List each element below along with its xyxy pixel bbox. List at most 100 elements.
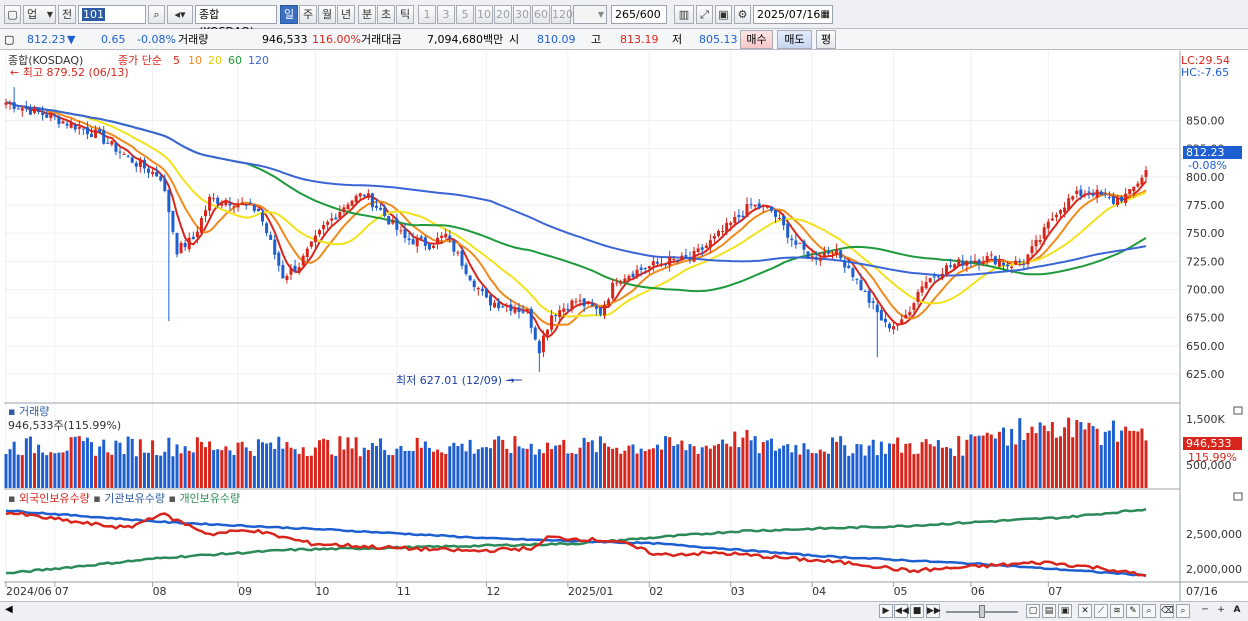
period-month[interactable]: 월: [318, 5, 336, 24]
split-icon[interactable]: ▤: [1042, 604, 1056, 618]
rewind-icon[interactable]: ◀◀: [894, 604, 909, 618]
volume-bar: [204, 447, 207, 488]
candle-body: [452, 240, 456, 252]
scroll-left-icon[interactable]: ◀: [5, 604, 13, 615]
high-value: 813.19: [620, 33, 659, 46]
candle-body: [733, 216, 737, 223]
plus-icon[interactable]: +: [1217, 605, 1225, 615]
candle-body: [427, 244, 431, 250]
checkbox-icon[interactable]: ▢: [4, 33, 15, 46]
zoom-slider-thumb[interactable]: [979, 605, 985, 618]
window-icon[interactable]: ▢: [4, 5, 21, 24]
candle-body: [749, 204, 753, 206]
candle-body: [765, 206, 769, 208]
search-icon[interactable]: ⌕: [148, 5, 165, 24]
candle-body: [114, 143, 118, 152]
volume-bar: [94, 455, 98, 488]
candle-body: [309, 241, 313, 247]
amount-value: 7,094,680백만: [427, 33, 504, 46]
volume-bar: [102, 439, 106, 488]
interval-custom-select[interactable]: ▼: [573, 5, 607, 24]
volume-bar: [497, 436, 501, 488]
volume-last-badge: [1183, 437, 1242, 450]
stop-icon[interactable]: ■: [910, 604, 924, 618]
save-icon[interactable]: ▣: [715, 5, 732, 24]
volume-bar: [1140, 428, 1144, 488]
volume-bar: [1022, 439, 1026, 488]
interval-5[interactable]: 5: [456, 5, 474, 24]
speaker-icon[interactable]: ◂▾: [167, 5, 193, 24]
candle-body: [961, 260, 965, 266]
chart-area[interactable]: 종합(KOSDAQ) 종가 단순 5 10 20 60 120 ← 최고 879…: [0, 51, 1248, 601]
interval-3[interactable]: 3: [437, 5, 455, 24]
eval-button[interactable]: 평: [816, 30, 836, 49]
search-icon[interactable]: ⌕: [1142, 604, 1156, 618]
volume-bar: [945, 447, 948, 488]
interval-20[interactable]: 20: [494, 5, 512, 24]
period-minute[interactable]: 분: [358, 5, 376, 24]
volume-bar: [517, 446, 521, 488]
candle-body: [248, 202, 252, 204]
holdings-close-icon[interactable]: [1233, 492, 1243, 501]
period-tick[interactable]: 틱: [396, 5, 414, 24]
eraser-icon[interactable]: ⌫: [1160, 604, 1174, 618]
volume-bar: [322, 438, 326, 488]
prev-button[interactable]: 전: [58, 5, 76, 24]
fast-forward-icon[interactable]: ▶▶: [926, 604, 941, 618]
date-field[interactable]: 2025/07/16 ▦: [753, 5, 833, 24]
candle-body: [69, 122, 73, 128]
crosshair-icon[interactable]: ✕: [1078, 604, 1092, 618]
candle-body: [289, 267, 293, 275]
market-select[interactable]: 업 ▼: [23, 5, 56, 24]
fib-icon[interactable]: ≋: [1110, 604, 1124, 618]
volume-bar: [69, 437, 73, 488]
minus-icon[interactable]: ─: [1202, 605, 1208, 615]
candle-body: [318, 230, 321, 235]
volume-bar: [822, 451, 826, 488]
candle-body: [513, 309, 517, 313]
candle-body: [696, 248, 700, 253]
candle-body: [631, 273, 635, 278]
interval-120[interactable]: 120: [551, 5, 573, 24]
stock-chart[interactable]: 종합(KOSDAQ) 종가 단순 5 10 20 60 120 ← 최고 879…: [0, 51, 1248, 601]
interval-10[interactable]: 10: [475, 5, 493, 24]
period-week[interactable]: 주: [299, 5, 317, 24]
volume-bar: [24, 438, 28, 488]
zoom-in-icon[interactable]: ⌕: [1176, 604, 1190, 618]
candle-body: [1022, 263, 1026, 265]
interval-1[interactable]: 1: [418, 5, 436, 24]
code-input[interactable]: 101: [78, 5, 146, 24]
price-tick-label: 775.00: [1186, 199, 1225, 212]
volume-bar: [892, 443, 896, 488]
scroll-right-icon[interactable]: ▶: [879, 604, 893, 618]
trend-line-icon[interactable]: ⟋: [1094, 604, 1108, 618]
calendar-icon: ▦: [820, 9, 830, 20]
volume-close-icon[interactable]: [1233, 406, 1243, 415]
candle-body: [313, 235, 317, 243]
compare-icon[interactable]: ⤢: [696, 5, 713, 24]
gear-icon[interactable]: ⚙: [734, 5, 751, 24]
candle-body: [615, 282, 619, 284]
layout-icon[interactable]: ▢: [1026, 604, 1040, 618]
volume-bar: [883, 453, 887, 488]
volume-value: 946,533: [262, 33, 308, 46]
candle-type-icon[interactable]: ▥: [674, 5, 694, 24]
candle-body: [102, 130, 106, 144]
period-year[interactable]: 년: [337, 5, 355, 24]
interval-30[interactable]: 30: [513, 5, 531, 24]
overlay-icon[interactable]: ▣: [1058, 604, 1072, 618]
buy-button[interactable]: 매수: [740, 30, 773, 49]
period-day[interactable]: 일: [280, 5, 298, 24]
candle-body: [1067, 198, 1071, 210]
count-field[interactable]: 265/600: [611, 5, 667, 24]
font-size-icon[interactable]: A: [1233, 605, 1241, 615]
interval-60[interactable]: 60: [532, 5, 550, 24]
candle-body: [761, 205, 765, 207]
volume-bar: [696, 453, 700, 488]
period-second[interactable]: 초: [377, 5, 395, 24]
candle-body: [489, 295, 492, 306]
pencil-icon[interactable]: ✎: [1126, 604, 1140, 618]
volume-bar: [220, 450, 224, 488]
sell-button[interactable]: 매도: [777, 30, 812, 49]
volume-bar: [122, 454, 126, 488]
